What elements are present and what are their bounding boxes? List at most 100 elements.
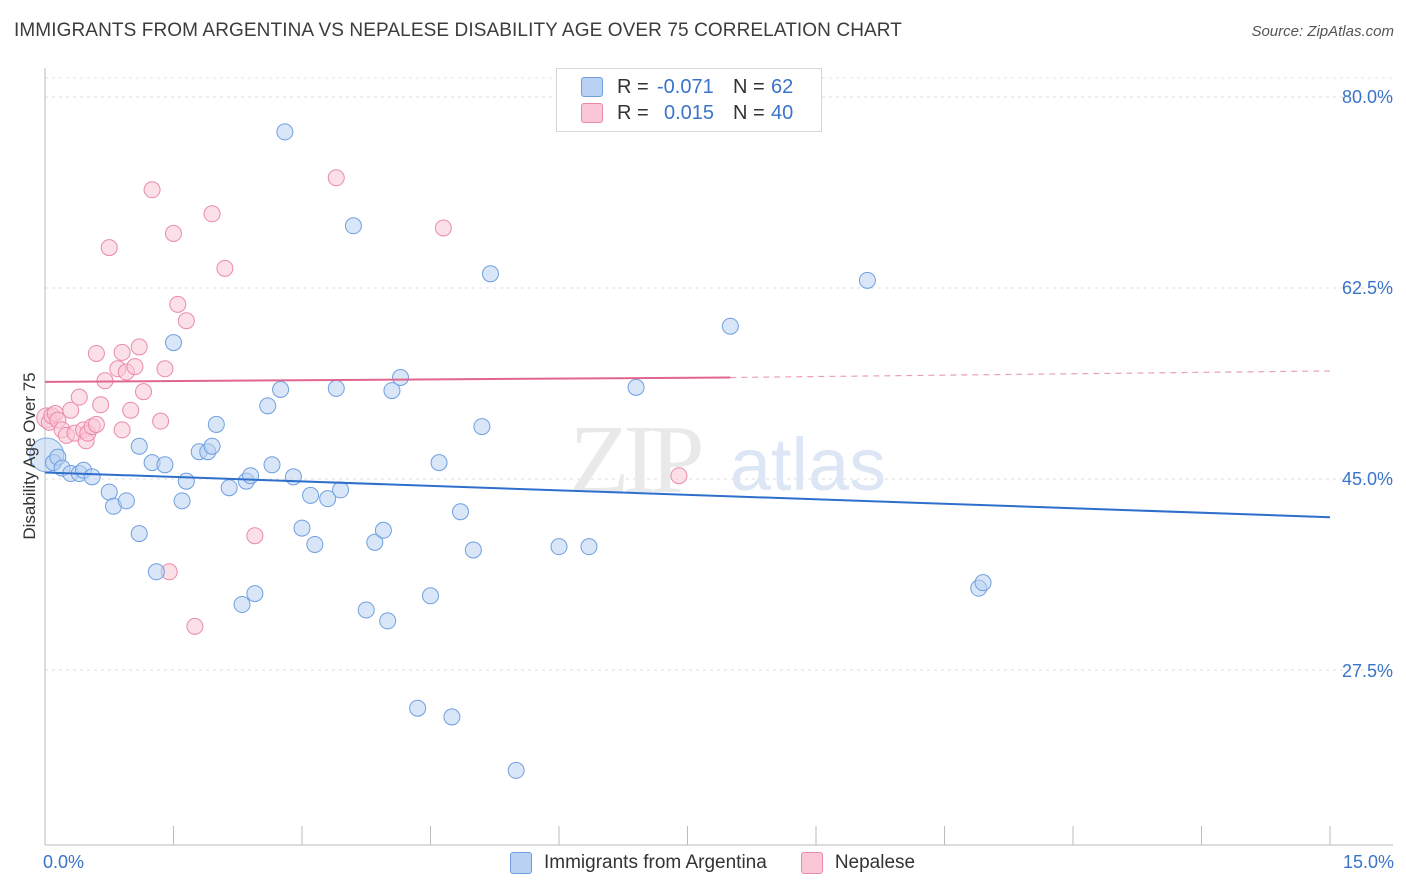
data-point-argentina	[374, 521, 392, 539]
data-point-argentina	[443, 708, 461, 726]
data-point-argentina	[276, 123, 294, 141]
legend-swatch-argentina	[510, 852, 532, 874]
data-point-nepalese	[169, 295, 187, 313]
legend-r-label: R =	[617, 75, 649, 98]
legend-row-nepalese: R = 0.015 N = 40	[581, 100, 793, 126]
data-point-argentina	[550, 538, 568, 556]
data-point-argentina	[156, 456, 174, 474]
data-point-argentina	[83, 468, 101, 486]
data-point-argentina	[306, 535, 324, 553]
legend-n-label: N =	[733, 75, 765, 98]
x-tick-label-max: 15.0%	[1342, 852, 1394, 872]
data-point-argentina	[366, 533, 384, 551]
legend-swatch-argentina	[581, 77, 603, 97]
data-point-nepalese	[62, 401, 80, 419]
data-point-nepalese	[434, 219, 452, 237]
data-point-argentina	[302, 486, 320, 504]
series-legend: Immigrants from Argentina Nepalese	[510, 852, 949, 874]
data-point-nepalese	[87, 344, 105, 362]
legend-label-nepalese: Nepalese	[834, 852, 916, 873]
data-point-argentina	[117, 492, 135, 510]
y-tick-label: 62.5%	[1341, 278, 1393, 298]
chart-title: IMMIGRANTS FROM ARGENTINA VS NEPALESE DI…	[14, 20, 902, 41]
legend-r-value-argentina: -0.071	[657, 75, 714, 98]
data-point-argentina	[173, 492, 191, 510]
data-point-argentina	[242, 467, 260, 485]
data-point-argentina	[147, 563, 165, 581]
data-point-argentina	[319, 490, 337, 508]
data-point-argentina	[464, 541, 482, 559]
data-point-argentina	[130, 525, 148, 543]
data-point-argentina	[263, 456, 281, 474]
data-point-argentina	[379, 612, 397, 630]
legend-label-argentina: Immigrants from Argentina	[544, 852, 767, 873]
data-point-argentina	[165, 334, 182, 352]
data-point-nepalese	[186, 617, 204, 635]
y-tick-label: 45.0%	[1341, 469, 1393, 489]
data-point-nepalese	[203, 205, 221, 223]
gridlines	[45, 77, 1393, 671]
data-point-argentina	[259, 397, 277, 415]
data-point-nepalese	[177, 312, 195, 330]
data-point-argentina	[383, 382, 401, 400]
trend-line-nepalese	[44, 376, 731, 383]
data-point-argentina	[207, 415, 225, 433]
data-point-nepalese	[113, 343, 131, 361]
y-tick-label: 27.5%	[1341, 661, 1393, 681]
data-point-nepalese	[92, 396, 110, 414]
legend-swatch-nepalese	[581, 103, 603, 123]
legend-n-label: N =	[733, 101, 765, 124]
series-argentina-points	[29, 123, 992, 779]
data-point-argentina	[858, 271, 876, 289]
data-point-argentina	[430, 454, 448, 472]
data-point-nepalese	[246, 527, 264, 545]
data-point-nepalese	[87, 415, 105, 433]
legend-n-value-nepalese: 40	[771, 101, 794, 124]
data-point-argentina	[627, 378, 645, 396]
data-point-argentina	[284, 468, 302, 486]
data-point-argentina	[203, 437, 221, 455]
data-point-argentina	[246, 585, 264, 603]
data-point-argentina	[177, 472, 195, 490]
data-point-argentina	[974, 574, 992, 592]
data-point-argentina	[332, 481, 350, 499]
data-point-argentina	[451, 503, 469, 521]
trend-line-argentina	[44, 471, 1331, 519]
data-point-nepalese	[156, 360, 174, 378]
x-tick-label-min: 0.0%	[43, 852, 85, 872]
data-point-nepalese	[216, 259, 234, 277]
data-point-nepalese	[327, 169, 345, 187]
legend-n-value-argentina: 62	[771, 75, 794, 98]
data-point-argentina	[327, 379, 345, 397]
data-point-argentina	[293, 519, 311, 537]
trend-line-nepalese	[730, 370, 1331, 379]
data-point-argentina	[392, 368, 410, 386]
data-point-nepalese	[100, 239, 118, 257]
y-tick-label: 80.0%	[1341, 87, 1393, 107]
data-point-argentina	[272, 381, 290, 399]
trend-lines	[44, 370, 1331, 519]
source-label: Source: ZipAtlas.com	[1251, 23, 1394, 40]
data-point-nepalese	[126, 358, 144, 376]
legend-row-argentina: R = -0.071 N = 62	[581, 74, 793, 100]
data-point-nepalese	[130, 338, 148, 356]
data-point-nepalese	[113, 421, 131, 439]
data-point-argentina	[233, 596, 251, 614]
data-point-nepalese	[670, 467, 688, 485]
data-point-argentina	[721, 317, 739, 335]
correlation-legend: R = -0.071 N = 62 R = 0.015 N = 40	[556, 68, 822, 132]
data-point-argentina	[344, 217, 362, 235]
axes	[44, 68, 1393, 846]
data-point-argentina	[100, 483, 118, 501]
data-point-nepalese	[122, 401, 140, 419]
data-point-argentina	[357, 601, 375, 619]
legend-r-label: R =	[617, 101, 649, 124]
series-nepalese-points	[36, 169, 688, 635]
data-point-argentina	[507, 761, 525, 779]
data-point-argentina	[130, 437, 148, 455]
data-point-nepalese	[143, 181, 161, 199]
data-point-nepalese	[70, 388, 88, 406]
data-point-nepalese	[135, 383, 153, 401]
data-point-argentina	[580, 538, 598, 556]
